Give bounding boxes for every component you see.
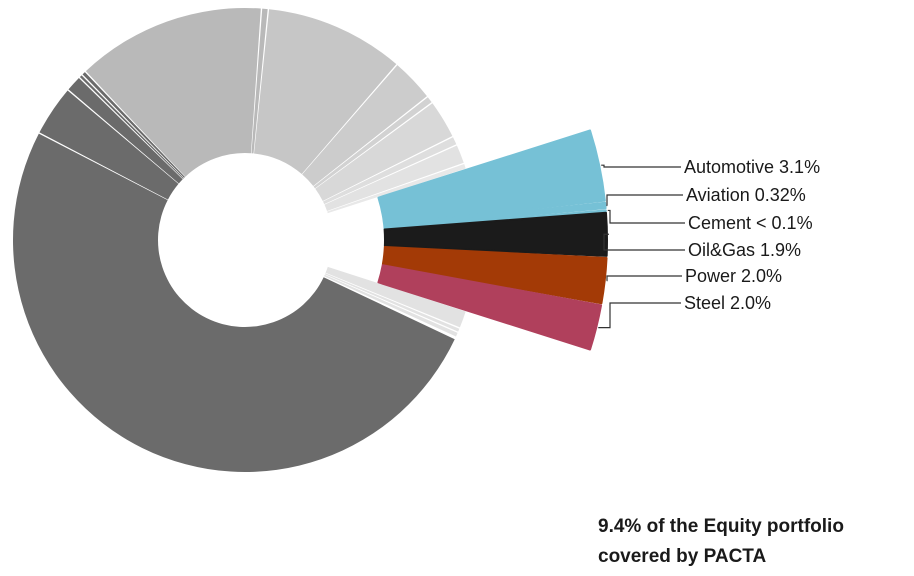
portfolio-slice-13 [302, 65, 427, 187]
slice-automotive [377, 129, 606, 226]
leader-lines-group [598, 164, 685, 329]
caption-line-2: covered by PACTA [598, 546, 767, 567]
slice-steel [377, 264, 603, 351]
label-power: Power 2.0% [685, 266, 782, 286]
label-aviation: Aviation 0.32% [686, 185, 806, 205]
leader-line-cement [607, 209, 685, 224]
portfolio-slice-1 [325, 266, 466, 328]
portfolio-slice-17 [324, 145, 464, 212]
coverage-caption: 9.4% of the Equity portfolio covered by … [598, 512, 908, 572]
portfolio-slice-10 [85, 8, 261, 177]
portfolio-slice-11 [251, 8, 268, 154]
sector-labels-group: Automotive 3.1% Aviation 0.32% Cement < … [684, 157, 820, 313]
portfolio-slice-8 [79, 75, 184, 179]
leader-line-automotive [601, 164, 681, 168]
label-automotive: Automotive 3.1% [684, 157, 820, 177]
portfolio-slice-7 [68, 78, 183, 184]
portfolio-slice-6 [39, 90, 179, 200]
leader-line-aviation [606, 194, 683, 207]
highlighted-slices-group [377, 129, 608, 351]
portfolio-slice-5 [13, 133, 455, 472]
other-slices-group [13, 8, 466, 472]
leader-line-power [606, 275, 682, 282]
portfolio-slice-4 [323, 276, 456, 339]
caption-line-1: 9.4% of the Equity portfolio [598, 516, 844, 537]
portfolio-slice-12 [254, 9, 397, 175]
label-cement: Cement < 0.1% [688, 213, 813, 233]
portfolio-slice-2 [324, 273, 460, 332]
portfolio-slice-3 [324, 274, 458, 337]
portfolio-slice-18 [327, 164, 466, 214]
portfolio-slice-15 [315, 103, 453, 202]
leader-line-steel [598, 302, 681, 329]
leader-line-oil-gas [603, 233, 685, 251]
label-steel: Steel 2.0% [684, 293, 771, 313]
portfolio-slice-16 [323, 137, 457, 205]
portfolio-slice-14 [313, 97, 432, 189]
portfolio-slice-9 [82, 72, 185, 178]
label-oil-gas: Oil&Gas 1.9% [688, 240, 801, 260]
